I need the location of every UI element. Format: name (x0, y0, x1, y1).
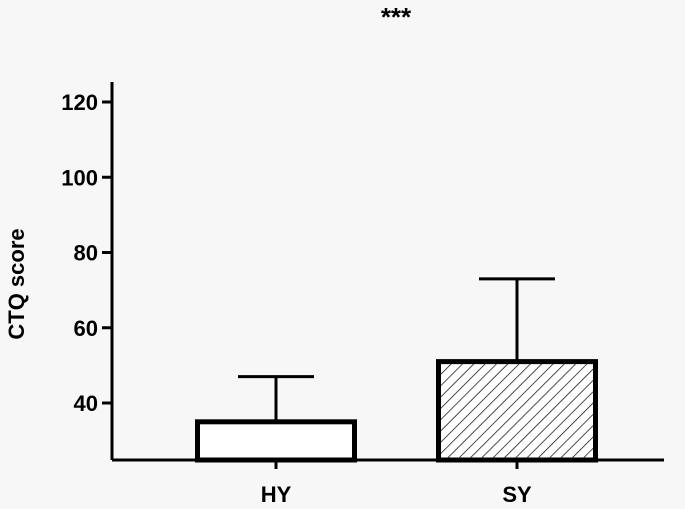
bars-layer (195, 277, 598, 463)
y-tick-label-80: 80 (74, 241, 98, 266)
y-tick-label-120: 120 (61, 90, 98, 115)
y-axis-label: CTQ score (4, 228, 29, 339)
bar-hy (195, 419, 357, 463)
x-tick-label-hy: HY (261, 482, 292, 507)
bar-sy (436, 359, 598, 463)
x-axis: HY SY (112, 458, 664, 507)
y-tick-label-60: 60 (74, 316, 98, 341)
y-tick-label-40: 40 (74, 391, 98, 416)
y-tick-label-100: 100 (61, 165, 98, 190)
x-tick-label-sy: SY (502, 482, 532, 507)
significance-annotation: *** (381, 2, 412, 32)
y-axis: 40 60 80 100 120 (61, 82, 114, 460)
